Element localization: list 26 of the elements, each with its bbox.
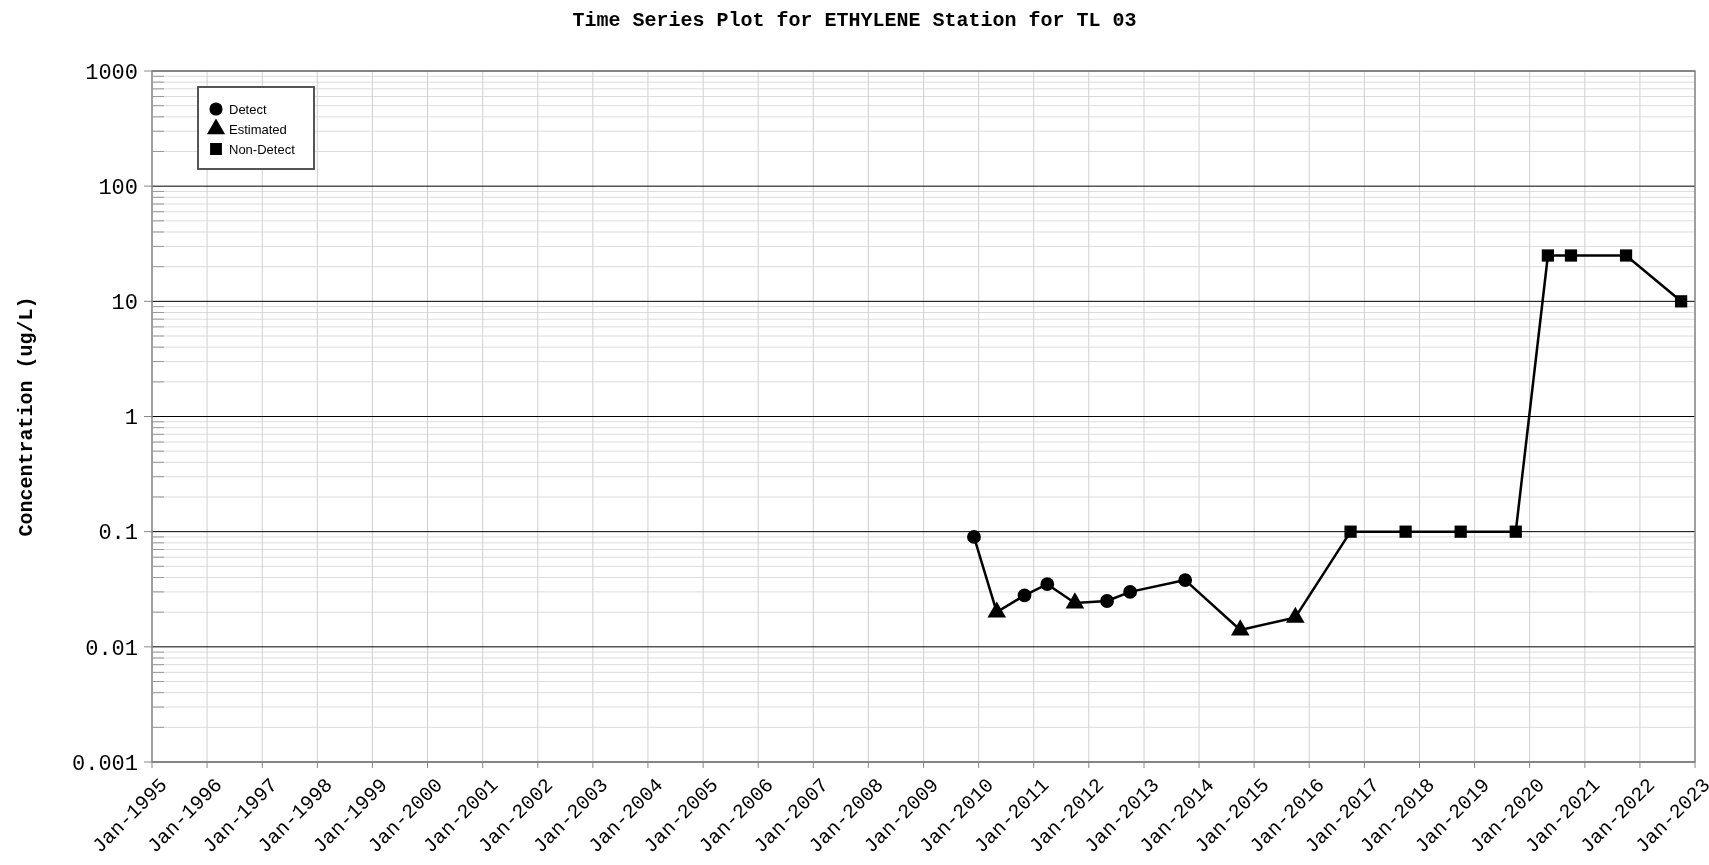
point	[1619, 249, 1633, 262]
point	[1454, 525, 1467, 538]
y-tick-label: 0.1	[98, 521, 138, 547]
point	[1675, 295, 1688, 308]
y-tick-label: 0.001	[71, 751, 138, 777]
point	[1040, 577, 1055, 592]
legend-label: Detect	[229, 101, 267, 117]
point	[1178, 573, 1193, 587]
y-tick-label: 1	[124, 406, 138, 432]
point	[1541, 249, 1555, 262]
chart-title: Time Series Plot for ETHYLENE Station for TL 03	[572, 9, 1137, 32]
y-tick-label: 1000	[85, 60, 138, 86]
point	[1100, 594, 1114, 608]
point	[1564, 249, 1578, 262]
y-tick-label: 10	[111, 291, 138, 317]
point	[967, 530, 981, 544]
legend-label: Non-Detect	[229, 141, 296, 157]
y-tick-label: 100	[98, 175, 138, 201]
y-axis-title: Concentration (ug/L)	[15, 296, 38, 537]
y-tick-label: 0.01	[85, 636, 138, 662]
point	[1399, 525, 1412, 538]
point	[1123, 584, 1138, 599]
point	[1509, 525, 1522, 538]
legend-label: Estimated	[229, 121, 287, 137]
point	[1344, 525, 1357, 538]
point	[1017, 588, 1032, 603]
